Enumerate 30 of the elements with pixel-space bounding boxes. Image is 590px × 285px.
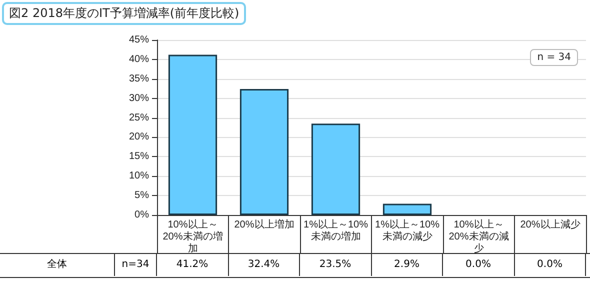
x-tick-label: 20%以上増加 xyxy=(234,218,294,230)
y-tick-label: 45% xyxy=(128,34,150,46)
bar xyxy=(311,124,360,215)
y-tick-label: 0% xyxy=(134,210,150,220)
x-tick-label: 10%以上～20%未満の減少 xyxy=(448,218,509,254)
x-tick-label: 20%以上減少 xyxy=(520,218,580,230)
text: n=34 xyxy=(115,254,157,276)
x-tick-label: 1%以上～10%未満の減少 xyxy=(375,218,440,242)
y-tick-label: 25% xyxy=(128,112,150,124)
x-tick-label: 1%以上～10%未満の増加 xyxy=(304,218,368,242)
y-tick-label: 35% xyxy=(128,73,150,84)
text: 全体 xyxy=(0,254,115,276)
data-label: 32.4% xyxy=(228,254,300,276)
y-tick-label: 40% xyxy=(128,54,150,65)
bar xyxy=(240,89,289,215)
data-label: 23.5% xyxy=(300,254,372,276)
chart-title: 図2 2018年度のIT予算増減率(前年度比較) xyxy=(2,2,246,25)
data-label: 0.0% xyxy=(514,254,586,276)
y-tick-label: 15% xyxy=(128,151,150,162)
bar xyxy=(382,204,432,215)
data-label: 0.0% xyxy=(443,254,514,276)
y-tick-label: 20% xyxy=(128,132,150,143)
y-tick-label: 5% xyxy=(134,190,150,202)
bar xyxy=(168,54,218,215)
y-tick-label: 30% xyxy=(128,92,150,104)
y-tick-label: 10% xyxy=(128,170,150,182)
annotation: n = 34 xyxy=(530,49,578,66)
data-label: 2.9% xyxy=(372,254,443,276)
data-label: 41.2% xyxy=(157,254,228,276)
x-tick-label: 10%以上～20%未満の増加 xyxy=(162,218,223,254)
